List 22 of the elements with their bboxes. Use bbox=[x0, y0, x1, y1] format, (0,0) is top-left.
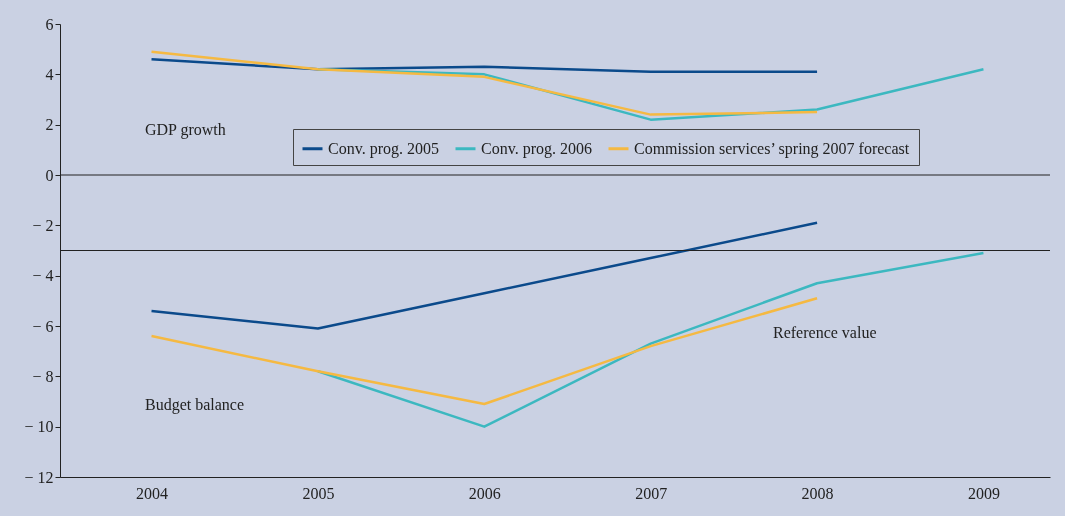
annotation: Reference value bbox=[773, 324, 877, 341]
y-tick-label: − 4 bbox=[32, 267, 54, 285]
annotation: GDP growth bbox=[145, 121, 226, 139]
x-tick-label: 2006 bbox=[468, 484, 501, 502]
y-tick-label: 2 bbox=[45, 116, 54, 134]
x-tick-label: 2007 bbox=[635, 484, 668, 502]
y-tick-label: 4 bbox=[45, 65, 54, 83]
y-tick-label: − 2 bbox=[32, 216, 54, 234]
x-tick-label: 2009 bbox=[967, 484, 1000, 502]
y-tick-label: − 6 bbox=[32, 317, 54, 335]
y-tick-label: − 10 bbox=[24, 418, 54, 436]
x-tick-label: 2008 bbox=[801, 484, 834, 502]
y-tick-label: 0 bbox=[45, 166, 54, 184]
x-tick-label: 2005 bbox=[302, 484, 335, 502]
y-tick-label: − 8 bbox=[32, 367, 54, 385]
y-tick-label: − 12 bbox=[24, 468, 54, 486]
legend-label: Commission services’ spring 2007 forecast bbox=[634, 139, 910, 158]
legend-label: Conv. prog. 2006 bbox=[481, 139, 592, 158]
legend-label: Conv. prog. 2005 bbox=[328, 139, 439, 158]
annotation: Budget balance bbox=[145, 396, 245, 414]
x-tick-label: 2004 bbox=[136, 484, 169, 502]
y-tick-label: 6 bbox=[45, 15, 54, 33]
